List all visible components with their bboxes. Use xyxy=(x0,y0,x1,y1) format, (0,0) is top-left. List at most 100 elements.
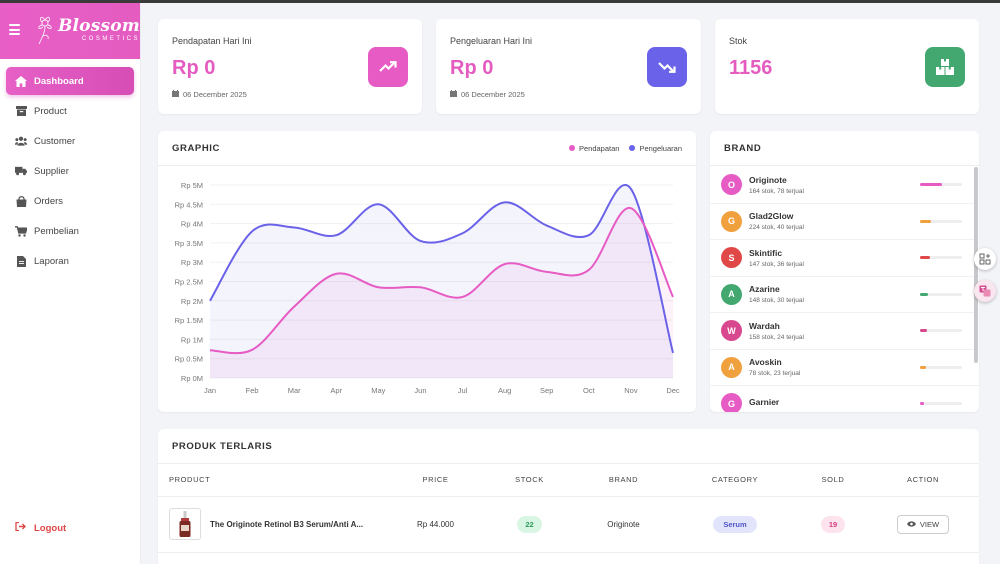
brand-item[interactable]: G Garnier xyxy=(710,386,979,412)
graphic-card: GRAPHIC Pendapatan Pengeluaran Rp 0M Rp 0… xyxy=(158,131,696,412)
line-pendapatan xyxy=(209,207,674,355)
sidebar-item-label: Orders xyxy=(34,195,64,207)
stat-card-pengeluaran: Pengeluaran Hari Ini Rp 0 06 December 20… xyxy=(436,19,701,114)
sidebar-item-laporan[interactable]: Laporan xyxy=(6,247,134,275)
x-tick-label: Aug xyxy=(498,386,511,395)
best-sellers-title: PRODUK TERLARIS xyxy=(172,440,273,452)
y-tick-label: Rp 4.5M xyxy=(175,200,203,209)
stat-value: Rp 0 xyxy=(172,57,216,79)
legend-label: Pengeluaran xyxy=(639,143,682,153)
brand-item[interactable]: S Skintific 147 stok, 36 terjual xyxy=(710,240,979,277)
logout-icon xyxy=(15,521,26,534)
brand-progress-track xyxy=(920,256,962,260)
brand-avatar: A xyxy=(721,356,742,378)
sidebar-item-pembelian[interactable]: Pembelian xyxy=(6,217,134,245)
brand-progress-track xyxy=(920,183,962,187)
product-thumbnail xyxy=(169,508,201,540)
calendar-icon xyxy=(450,90,457,99)
table-header-row: PRODUCT PRICE STOCK BRAND CATEGORY SOLD … xyxy=(158,464,979,497)
stat-date: 06 December 2025 xyxy=(450,90,525,99)
trending-up-icon xyxy=(368,47,408,87)
sidebar-nav: Dashboard Product Customer Supplier Orde… xyxy=(0,67,140,275)
calendar-icon xyxy=(172,90,179,99)
category-cell: Serum xyxy=(671,496,799,553)
sidebar-item-orders[interactable]: Orders xyxy=(6,187,134,215)
price-cell: Rp 44.000 xyxy=(388,496,483,553)
brand-stat: 148 stok, 30 terjual xyxy=(749,297,804,305)
brand-avatar: G xyxy=(721,210,742,232)
brand-card: BRAND O Originote 164 stok, 78 terjual G Gla… xyxy=(710,131,979,412)
view-label: VIEW xyxy=(919,519,940,529)
x-tick-label: Dec xyxy=(666,386,680,395)
sidebar-item-product[interactable]: Product xyxy=(6,97,134,125)
boxes-icon xyxy=(925,47,965,87)
logout-button[interactable]: Logout xyxy=(15,521,66,534)
brand-cell: Originote xyxy=(576,496,671,553)
brand-progress-fill xyxy=(920,329,927,333)
logo-subtitle: COSMETICS xyxy=(81,35,140,42)
stat-date-text: 06 December 2025 xyxy=(183,90,247,99)
brand-item[interactable]: O Originote 164 stok, 78 terjual xyxy=(710,167,979,204)
stat-card-pendapatan: Pendapatan Hari Ini Rp 0 06 December 202… xyxy=(158,19,422,114)
view-button[interactable]: VIEW xyxy=(896,514,950,534)
product-name[interactable]: The Originote Retinol B3 Serum/Anti A... xyxy=(210,519,364,529)
y-tick-label: Rp 2M xyxy=(181,297,203,306)
translate-button[interactable] xyxy=(974,280,996,302)
legend-label: Pendapatan xyxy=(578,143,620,153)
y-tick-label: Rp 0.5M xyxy=(175,355,203,364)
stat-date: 06 December 2025 xyxy=(172,90,247,99)
col-stock: STOCK xyxy=(483,464,576,497)
brand-item[interactable]: A Azarine 148 stok, 30 terjual xyxy=(710,277,979,313)
eye-icon xyxy=(906,520,916,529)
brand-progress-track xyxy=(920,292,962,296)
brand-stat: 78 stok, 23 terjual xyxy=(749,370,801,378)
product-cell: The Originote Retinol B3 Serum/Anti A... xyxy=(158,496,388,553)
truck-icon xyxy=(15,165,27,177)
brand-stat: 164 stok, 78 terjual xyxy=(749,187,804,195)
brand-name: Avoskin xyxy=(749,357,782,368)
legend-pendapatan[interactable]: Pendapatan xyxy=(568,143,620,153)
brand-name: Azarine xyxy=(749,284,780,295)
line-pengeluaran xyxy=(209,184,674,354)
brand-item[interactable]: W Wardah 158 stok, 24 terjual xyxy=(710,313,979,350)
x-tick-label: Jul xyxy=(458,386,468,395)
x-tick-label: Apr xyxy=(330,386,342,395)
users-icon xyxy=(15,135,27,147)
stat-date-text: 06 December 2025 xyxy=(461,90,525,99)
brand-stat: 224 stok, 40 terjual xyxy=(749,224,804,232)
chart-legend: Pendapatan Pengeluaran xyxy=(559,144,682,153)
brand-progress-fill xyxy=(920,219,932,223)
x-tick-label: Feb xyxy=(246,386,259,395)
brand-progress-track xyxy=(920,365,962,369)
y-tick-label: Rp 3M xyxy=(181,258,203,267)
file-icon xyxy=(15,255,27,267)
brand-avatar: A xyxy=(721,283,742,305)
brand-progress-fill xyxy=(920,183,942,187)
brand-avatar: G xyxy=(721,393,742,412)
col-price: PRICE xyxy=(388,464,483,497)
legend-pengeluaran[interactable]: Pengeluaran xyxy=(629,144,682,153)
sidebar-item-supplier[interactable]: Supplier xyxy=(6,157,134,185)
y-tick-label: Rp 0M xyxy=(181,374,203,383)
col-brand: BRAND xyxy=(576,464,671,497)
brand-progress-fill xyxy=(920,256,931,260)
area-pengeluaran xyxy=(210,184,673,378)
best-sellers-card: PRODUK TERLARIS PRODUCT PRICE STOCK BRAN… xyxy=(158,429,979,564)
brand-item[interactable]: G Glad2Glow 224 stok, 40 terjual xyxy=(710,204,979,240)
sidebar: Blossom COSMETICS Dashboard Product Cust… xyxy=(0,0,141,564)
menu-toggle-icon[interactable] xyxy=(9,24,20,35)
area-pendapatan xyxy=(210,207,673,378)
brand-progress-fill xyxy=(920,402,925,406)
sidebar-item-customer[interactable]: Customer xyxy=(6,127,134,155)
brand-item[interactable]: A Avoskin 78 stok, 23 terjual xyxy=(710,350,979,386)
y-tick-label: Rp 2.5M xyxy=(175,278,203,287)
widget-button[interactable] xyxy=(974,248,996,270)
brand-progress-fill xyxy=(920,365,927,369)
brand-name: Skintific xyxy=(749,247,783,258)
graphic-title: GRAPHIC xyxy=(172,142,221,154)
x-tick-label: Jan xyxy=(204,386,216,395)
shopping-bag-icon xyxy=(15,195,27,207)
x-tick-label: Oct xyxy=(583,386,596,395)
y-tick-label: Rp 1.5M xyxy=(175,316,203,325)
sidebar-item-dashboard[interactable]: Dashboard xyxy=(6,67,134,95)
